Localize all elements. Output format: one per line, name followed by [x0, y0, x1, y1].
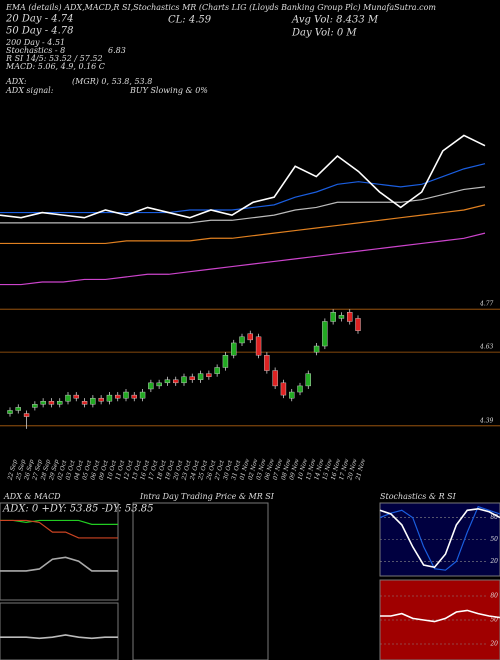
candle-body — [81, 401, 88, 405]
y-tick-label: 4.77 — [479, 301, 494, 308]
series-line — [380, 609, 500, 623]
candle-body — [313, 345, 320, 353]
candle-body — [264, 355, 270, 371]
series-line — [0, 163, 486, 214]
candle-body — [40, 401, 46, 405]
candle-body — [222, 355, 229, 368]
y-tick-label: 4.39 — [479, 417, 494, 424]
series-line — [0, 232, 486, 286]
y-tick-label: 80 — [490, 514, 498, 521]
series-line — [0, 556, 118, 572]
series-line — [0, 134, 486, 219]
intra-title: Intra Day Trading Price & MR SI — [139, 492, 275, 501]
series-line — [0, 186, 486, 224]
candle-body — [48, 401, 55, 405]
stoch-val: 6.83 — [108, 46, 126, 55]
intra-frame — [132, 502, 269, 660]
candle-body — [98, 397, 104, 402]
stoch: Stochastics - 8 — [6, 46, 65, 55]
candle-body — [206, 373, 212, 377]
series-line — [0, 204, 486, 245]
macd: MACD: 5.06, 4.9, 0.16 C — [5, 62, 105, 71]
candle-body — [131, 394, 137, 399]
candle-body — [57, 401, 63, 405]
candle-body — [347, 312, 353, 322]
header-line: EMA (details) ADX,MACD,R SI,Stochastics … — [5, 3, 436, 12]
close: CL: 4.59 — [168, 15, 212, 26]
candle-body — [255, 336, 262, 356]
candle-body — [280, 382, 287, 396]
candle-body — [123, 391, 129, 399]
candle-body — [322, 321, 328, 347]
candle-body — [197, 373, 204, 380]
avg-vol: Avg Vol: 8.433 M — [291, 15, 379, 26]
adx-vals: (MGR) 0, 53.8, 53.8 — [72, 77, 152, 86]
series-line — [0, 519, 118, 525]
adx-title: ADX & MACD — [3, 492, 61, 501]
candle-body — [148, 382, 154, 390]
candle-body — [15, 407, 21, 411]
signal: BUY Slowing & 0% — [129, 86, 208, 95]
candle-body — [355, 318, 361, 331]
y-tick-label: 50 — [490, 617, 498, 624]
candle-body — [181, 376, 187, 384]
candle-body — [139, 391, 146, 399]
candle-body — [65, 394, 71, 402]
series-line — [379, 505, 500, 571]
adx: ADX: — [5, 77, 27, 86]
y-tick-label: 20 — [489, 641, 498, 648]
candle-body — [115, 394, 121, 399]
ma-200: 200 Day - 4.51 — [5, 38, 65, 47]
candle-body — [338, 315, 345, 319]
stoch-title: Stochastics & R SI — [380, 492, 457, 501]
y-tick-label: 20 — [489, 558, 498, 565]
candle-body — [164, 379, 171, 384]
candle-body — [297, 385, 303, 393]
macd-frame — [0, 602, 119, 660]
candle-body — [231, 342, 237, 356]
candle-body — [272, 370, 278, 387]
candle-body — [214, 367, 220, 374]
series-line — [0, 519, 118, 539]
rsi: R SI 14/5: 53.52 / 57.52 — [5, 54, 103, 63]
y-tick-label: 80 — [490, 593, 498, 600]
y-tick-label: 50 — [490, 536, 498, 543]
candle-body — [173, 379, 179, 384]
y-tick-label: 4.63 — [479, 344, 494, 351]
adx-info: ADX: 0 +DY: 53.85 -DY: 53.85 — [2, 504, 154, 515]
candle-body — [289, 391, 295, 399]
candle-body — [23, 413, 30, 417]
candle-body — [90, 397, 96, 405]
candle-body — [106, 394, 113, 402]
day-vol: Day Vol: 0 M — [291, 28, 357, 39]
candle-body — [305, 373, 311, 387]
candle-body — [32, 404, 38, 408]
ma-20: 20 Day - 4.74 — [5, 14, 74, 25]
candle-body — [330, 312, 336, 322]
ma-50: 50 Day - 4.78 — [6, 26, 74, 37]
candle-body — [7, 410, 13, 414]
candle-body — [247, 333, 253, 341]
candle-body — [73, 394, 79, 399]
adx-signal: ADX signal: — [5, 86, 54, 95]
series-line — [379, 508, 500, 569]
candle-body — [239, 336, 245, 344]
series-line — [0, 634, 118, 640]
candle-body — [156, 382, 162, 387]
candle-body — [189, 376, 195, 380]
adx-frame — [0, 502, 119, 601]
